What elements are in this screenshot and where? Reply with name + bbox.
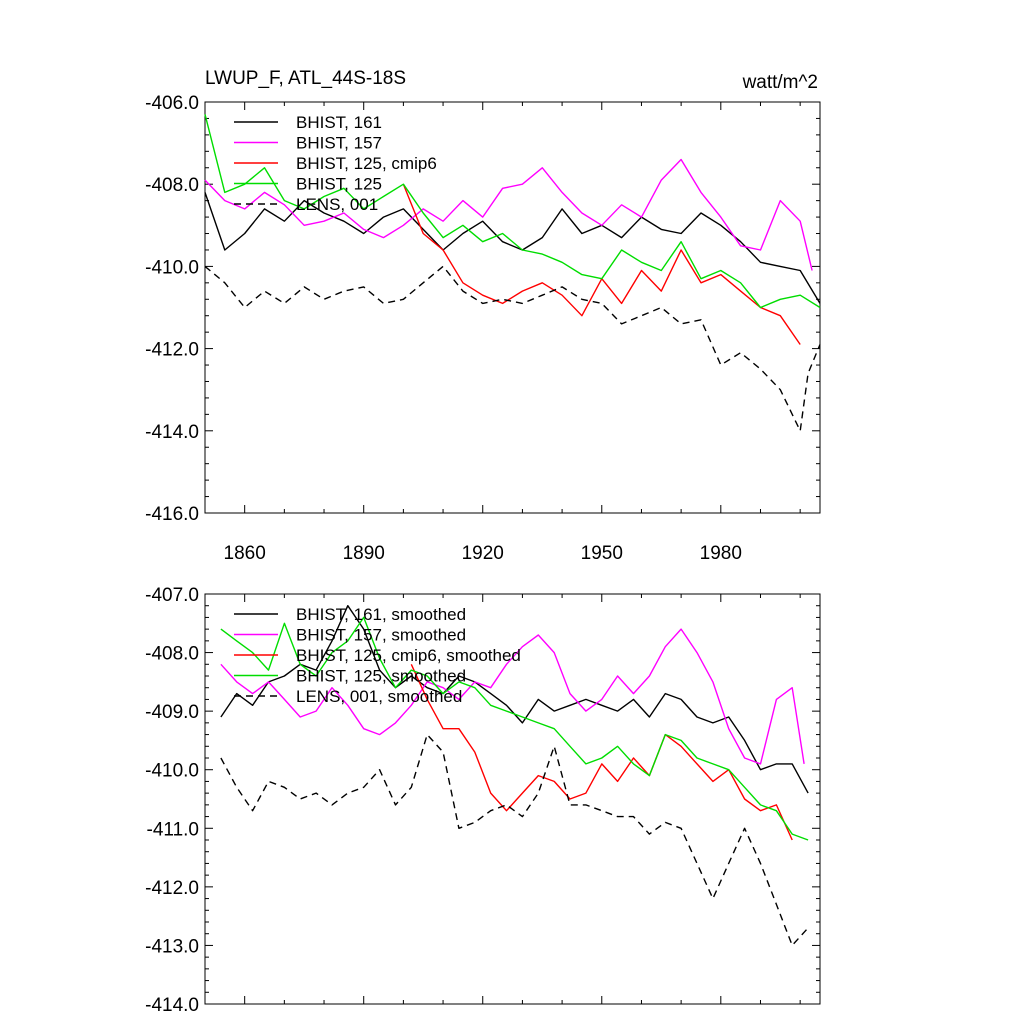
y-tick-label: -416.0: [145, 504, 199, 525]
legend-label: BHIST, 157: [296, 134, 382, 153]
x-tick-label: 1980: [700, 543, 742, 564]
legend-label: BHIST, 125, cmip6: [296, 154, 437, 173]
units-label: watt/m^2: [742, 72, 818, 93]
x-tick-label: 1890: [343, 543, 385, 564]
y-tick-label: -408.0: [145, 175, 199, 196]
y-tick-label: -414.0: [145, 995, 199, 1016]
legend-label: BHIST, 125, cmip6, smoothed: [296, 646, 521, 665]
legend-label: BHIST, 161, smoothed: [296, 605, 466, 624]
legend-label: LENS, 001, smoothed: [296, 687, 462, 706]
bottom-panel: -407.0 -408.0 -409.0 -410.0 -411.0 -412.0 -413…: [145, 585, 821, 1016]
x-tick-label: 1920: [462, 543, 504, 564]
series-line-2: [220, 628, 805, 765]
series-line-5: [220, 733, 809, 947]
legend-label: BHIST, 125: [296, 175, 382, 194]
series-line-4: [220, 616, 809, 841]
y-tick-label: -412.0: [145, 878, 199, 899]
x-tick-label: 1950: [581, 543, 623, 564]
top-panel: -406.0 -408.0 -410.0 -412.0 -414.0 -416.0 1860…: [145, 93, 821, 564]
legend-label: BHIST, 125, smoothed: [296, 667, 466, 686]
y-tick-label: -413.0: [145, 936, 199, 957]
legend-label: BHIST, 161: [296, 113, 382, 132]
x-tick-label: 1860: [224, 543, 266, 564]
legend-label: BHIST, 157, smoothed: [296, 626, 466, 645]
figure-title: LWUP_F, ATL_44S-18S: [205, 68, 406, 89]
series-line-3: [410, 664, 793, 841]
y-tick-label: -409.0: [145, 702, 199, 723]
series-line-5: [204, 265, 821, 432]
y-tick-label: -407.0: [145, 585, 199, 606]
y-tick-label: -410.0: [145, 257, 199, 278]
series-line-3: [402, 183, 801, 345]
series-line-2: [204, 158, 813, 271]
series-line-1: [204, 192, 821, 304]
plot-frame: [204, 593, 821, 1005]
y-tick-label: -411.0: [147, 819, 199, 840]
y-tick-label: -414.0: [145, 422, 199, 443]
y-tick-label: -406.0: [145, 93, 199, 114]
y-tick-label: -412.0: [145, 340, 199, 361]
legend-label: LENS, 001: [296, 195, 378, 214]
y-tick-label: -410.0: [145, 761, 199, 782]
y-tick-label: -408.0: [145, 644, 199, 665]
series-line-4: [204, 114, 821, 309]
